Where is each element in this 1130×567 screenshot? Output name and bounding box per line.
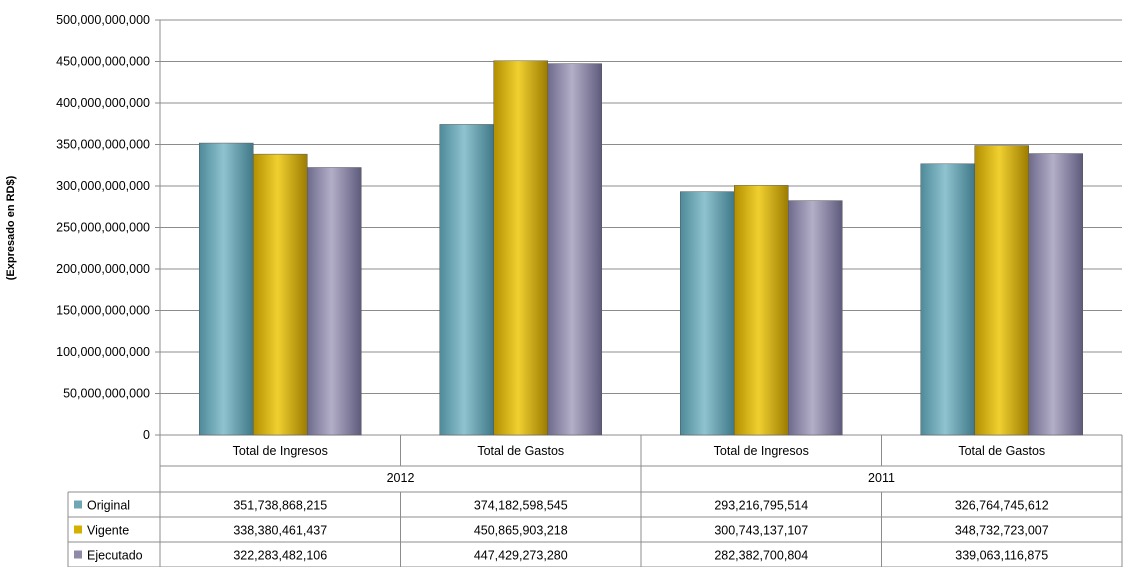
y-tick-label: 450,000,000,000 <box>56 55 150 69</box>
y-tick-label: 250,000,000,000 <box>56 221 150 235</box>
data-label: 326,764,745,612 <box>955 499 1049 513</box>
bar-original-0 <box>199 142 254 436</box>
x-group-label: 2012 <box>387 471 415 485</box>
legend-label: Original <box>87 499 130 513</box>
y-tick-label: 150,000,000,000 <box>56 304 150 318</box>
y-tick-label: 500,000,000,000 <box>56 13 150 27</box>
bar-ejecutado-0 <box>307 167 362 436</box>
data-label: 293,216,795,514 <box>714 499 808 513</box>
legend-key-vigente <box>74 525 82 534</box>
x-group-label: 2011 <box>868 471 895 485</box>
data-label: 450,865,903,218 <box>474 524 568 538</box>
bar-ejecutado-2 <box>788 200 843 436</box>
y-tick-label: 100,000,000,000 <box>56 345 150 359</box>
data-label: 374,182,598,545 <box>474 499 568 513</box>
data-label: 322,283,482,106 <box>233 549 327 563</box>
data-label: 338,380,461,437 <box>233 524 327 538</box>
bar-original-2 <box>680 191 735 436</box>
y-axis-label: (Expresado en RD$) <box>5 175 17 280</box>
legend-key-original <box>74 500 82 509</box>
legend-label: Ejecutado <box>87 549 143 563</box>
y-tick-label: 400,000,000,000 <box>56 96 150 110</box>
bar-original-3 <box>920 163 975 436</box>
y-tick-label: 0 <box>143 428 150 442</box>
x-category-label: Total de Ingresos <box>233 444 328 458</box>
x-category-label: Total de Gastos <box>477 444 564 458</box>
bar-vigente-3 <box>974 145 1029 436</box>
data-label: 348,732,723,007 <box>955 524 1049 538</box>
x-category-label: Total de Gastos <box>958 444 1045 458</box>
data-label: 300,743,137,107 <box>714 524 808 538</box>
bar-ejecutado-1 <box>547 63 602 436</box>
legend-label: Vigente <box>87 524 129 538</box>
y-tick-label: 50,000,000,000 <box>63 387 150 401</box>
data-label: 339,063,116,875 <box>955 549 1048 563</box>
bar-vigente-1 <box>493 60 548 436</box>
y-tick-label: 200,000,000,000 <box>56 262 150 276</box>
data-label: 447,429,273,280 <box>474 549 568 563</box>
legend-key-ejecutado <box>74 550 82 559</box>
bar-ejecutado-3 <box>1028 153 1083 436</box>
data-label: 351,738,868,215 <box>233 499 327 513</box>
bar-vigente-0 <box>253 153 308 436</box>
bar-vigente-2 <box>734 185 789 436</box>
y-tick-label: 300,000,000,000 <box>56 179 150 193</box>
data-label: 282,382,700,804 <box>714 549 808 563</box>
y-tick-label: 350,000,000,000 <box>56 138 150 152</box>
x-category-label: Total de Ingresos <box>714 444 809 458</box>
bar-original-1 <box>439 124 494 436</box>
